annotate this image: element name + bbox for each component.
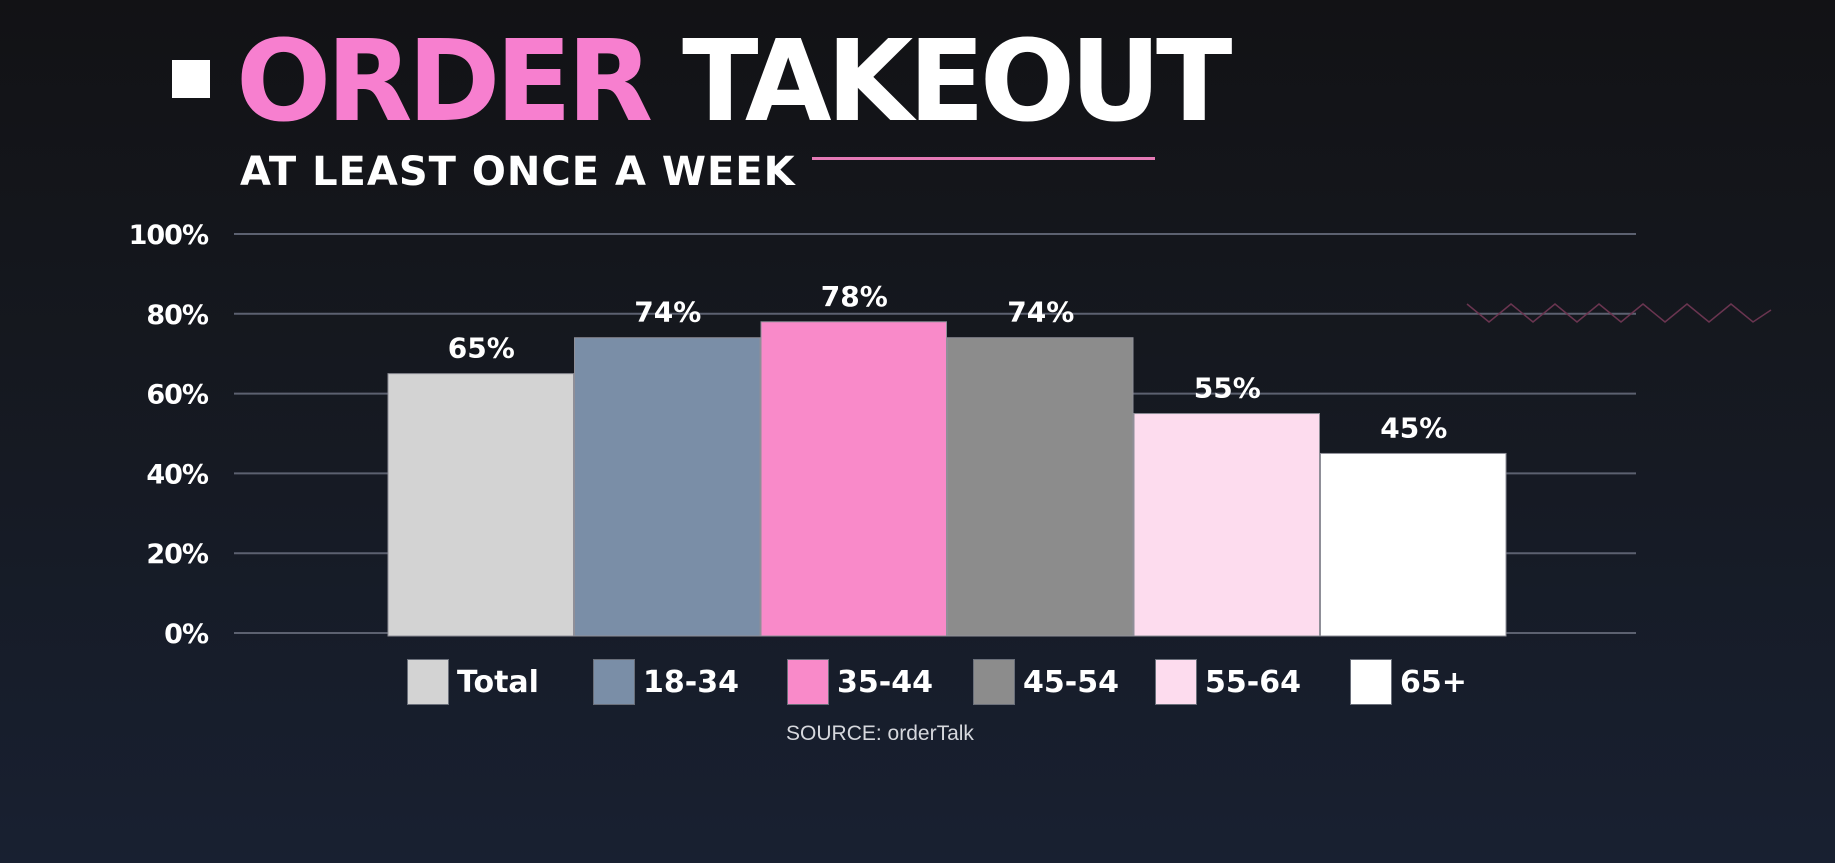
legend-label: 18-34 [643,665,739,700]
legend-label: 35-44 [837,665,933,700]
legend-label: 55-64 [1205,665,1301,700]
bar-65 [1320,452,1507,637]
bar-value-label: 65% [448,332,515,365]
page-subtitle: AT LEAST ONCE A WEEK [240,149,796,195]
bar-45-54 [947,337,1134,637]
legend-swatch [1155,659,1197,705]
y-tick-label: 100% [129,220,209,251]
y-tick-label: 0% [164,619,209,650]
title-highlight: ORDER [236,17,653,147]
title-square-icon [172,60,210,98]
chart-bars [387,321,1507,637]
bar-value-label: 74% [1007,296,1074,329]
y-tick-label: 80% [146,300,209,331]
bar-value-label: 74% [634,296,701,329]
y-axis-ticks: 0% 20% 40% 60% 80% 100% [129,220,210,650]
legend-label: Total [457,665,539,700]
bar-value-label: 45% [1380,411,1447,444]
bar-value-labels: 65% 74% 78% 74% 55% 45% [448,280,1448,445]
legend-swatch [1350,659,1392,705]
bar-55-64 [1133,413,1320,637]
legend-label: 45-54 [1023,665,1119,700]
decorative-zigzag-icon [1466,303,1772,323]
bar-value-label: 78% [821,280,888,313]
y-tick-label: 60% [146,380,209,411]
legend-label: 65+ [1400,665,1467,700]
legend-swatch [787,659,829,705]
bar-18-34 [574,337,761,637]
y-tick-label: 20% [146,539,209,570]
subtitle-underline [812,157,1155,160]
y-tick-label: 40% [146,459,209,490]
legend-swatch [593,659,635,705]
legend-swatch [973,659,1015,705]
legend-swatch [407,659,449,705]
title-main: TAKEOUT [682,17,1232,147]
bar-value-label: 55% [1194,372,1261,405]
bar-35-44 [760,321,947,637]
bar-total [387,373,574,637]
page-title: ORDER TAKEOUT [236,26,1232,138]
source-note: SOURCE: orderTalk [786,722,974,745]
